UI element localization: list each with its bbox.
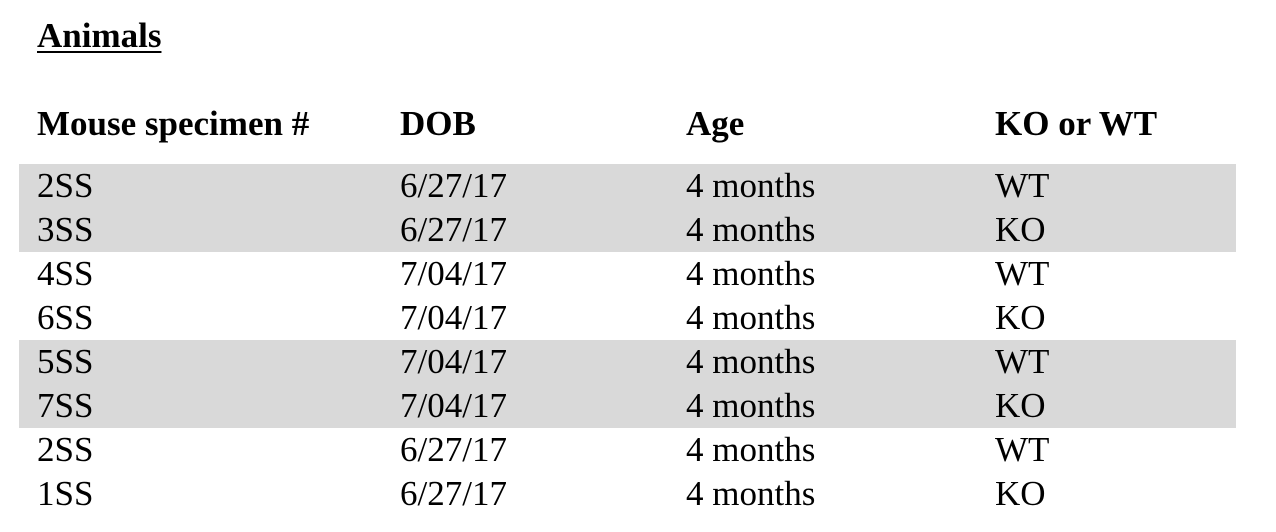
cell-age: 4 months — [686, 386, 816, 425]
cell-specimen: 4SS — [37, 254, 94, 293]
cell-specimen: 2SS — [37, 166, 94, 205]
cell-age: 4 months — [686, 210, 816, 249]
table-row: 4SS 7/04/17 4 months WT — [19, 252, 1236, 296]
header-dob: DOB — [400, 104, 476, 143]
table-row: 6SS 7/04/17 4 months KO — [19, 296, 1236, 340]
table-row: 5SS 7/04/17 4 months WT — [19, 340, 1236, 384]
cell-specimen: 1SS — [37, 474, 94, 513]
header-age: Age — [686, 104, 745, 143]
table-body: 2SS 6/27/17 4 months WT 3SS 6/27/17 4 mo… — [19, 164, 1236, 516]
table-row: 3SS 6/27/17 4 months KO — [19, 208, 1236, 252]
table-header: Mouse specimen # DOB Age KO or WT — [0, 100, 1276, 148]
cell-specimen: 7SS — [37, 386, 94, 425]
cell-dob: 7/04/17 — [400, 254, 507, 293]
table-row: 2SS 6/27/17 4 months WT — [19, 428, 1236, 472]
cell-dob: 6/27/17 — [400, 210, 507, 249]
cell-dob: 6/27/17 — [400, 474, 507, 513]
cell-age: 4 months — [686, 474, 816, 513]
cell-type: KO — [995, 298, 1046, 337]
cell-type: KO — [995, 474, 1046, 513]
cell-type: KO — [995, 210, 1046, 249]
cell-age: 4 months — [686, 298, 816, 337]
table-row: 1SS 6/27/17 4 months KO — [19, 472, 1236, 516]
cell-dob: 6/27/17 — [400, 430, 507, 469]
cell-type: WT — [995, 166, 1050, 205]
table-row: 7SS 7/04/17 4 months KO — [19, 384, 1236, 428]
cell-dob: 6/27/17 — [400, 166, 507, 205]
cell-type: WT — [995, 430, 1050, 469]
cell-type: WT — [995, 342, 1050, 381]
cell-dob: 7/04/17 — [400, 386, 507, 425]
cell-type: WT — [995, 254, 1050, 293]
cell-specimen: 5SS — [37, 342, 94, 381]
cell-dob: 7/04/17 — [400, 298, 507, 337]
cell-age: 4 months — [686, 254, 816, 293]
table-row: 2SS 6/27/17 4 months WT — [19, 164, 1236, 208]
cell-specimen: 6SS — [37, 298, 94, 337]
cell-specimen: 3SS — [37, 210, 94, 249]
cell-type: KO — [995, 386, 1046, 425]
header-ko-or-wt: KO or WT — [995, 104, 1158, 143]
cell-dob: 7/04/17 — [400, 342, 507, 381]
document-title: Animals — [37, 16, 162, 55]
cell-specimen: 2SS — [37, 430, 94, 469]
cell-age: 4 months — [686, 430, 816, 469]
cell-age: 4 months — [686, 166, 816, 205]
cell-age: 4 months — [686, 342, 816, 381]
header-specimen: Mouse specimen # — [37, 104, 310, 143]
